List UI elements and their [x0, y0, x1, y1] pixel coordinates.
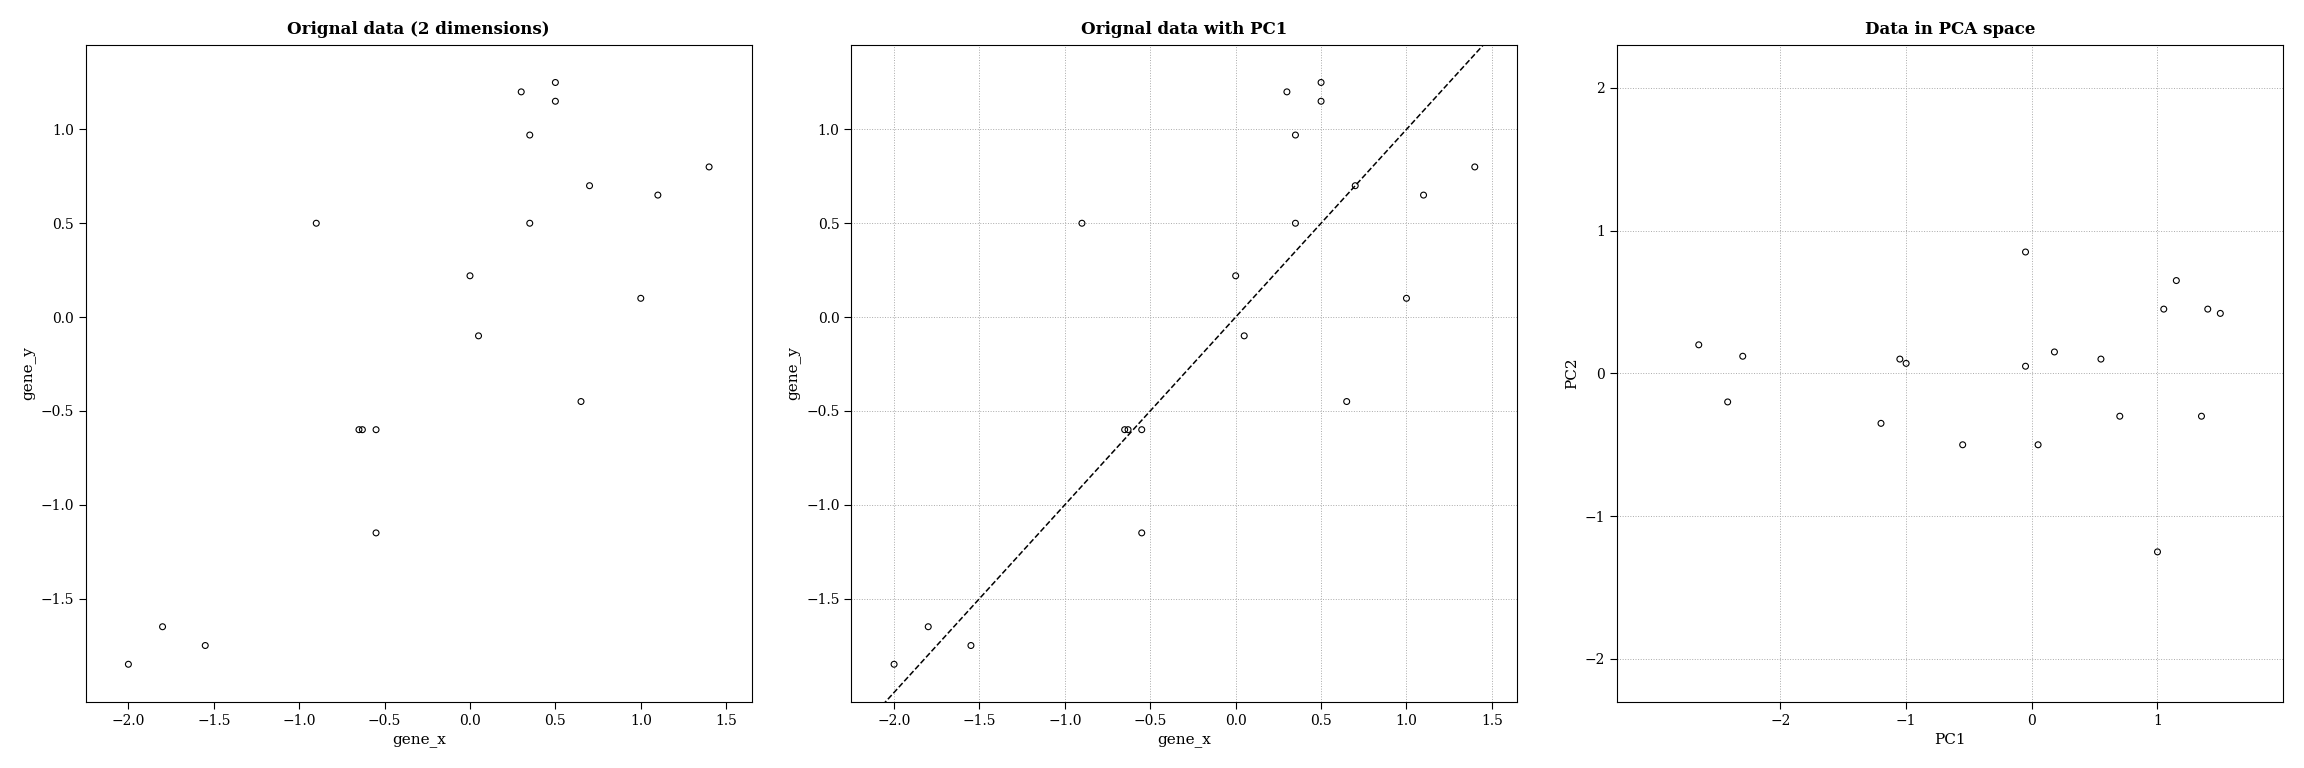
Point: [2145, 303, 2182, 315]
Point: [461, 329, 498, 342]
Point: [537, 76, 574, 88]
Point: [1270, 86, 1306, 98]
Point: [1456, 161, 1493, 173]
Point: [641, 189, 677, 201]
Point: [145, 621, 182, 633]
Point: [1124, 527, 1161, 539]
Point: [502, 86, 539, 98]
Point: [622, 292, 659, 304]
Point: [952, 639, 988, 651]
X-axis label: PC1: PC1: [1935, 733, 1965, 747]
Point: [1405, 189, 1442, 201]
Point: [1302, 95, 1339, 108]
Point: [511, 217, 548, 230]
Point: [876, 658, 912, 670]
Point: [1276, 129, 1313, 141]
Point: [691, 161, 728, 173]
Point: [2007, 246, 2044, 258]
Point: [2037, 346, 2074, 358]
Point: [2083, 353, 2120, 366]
X-axis label: gene_x: gene_x: [1157, 733, 1212, 747]
Point: [187, 639, 223, 651]
Point: [297, 217, 334, 230]
Point: [452, 270, 488, 282]
Point: [1217, 270, 1253, 282]
Title: Data in PCA space: Data in PCA space: [1864, 21, 2034, 38]
Y-axis label: gene_y: gene_y: [786, 346, 799, 400]
Point: [357, 527, 394, 539]
Y-axis label: gene_y: gene_y: [21, 346, 35, 400]
Point: [537, 95, 574, 108]
Point: [910, 621, 947, 633]
Point: [1336, 180, 1373, 192]
Point: [1882, 353, 1919, 366]
Point: [571, 180, 608, 192]
Point: [1302, 76, 1339, 88]
Point: [2184, 410, 2221, 422]
Y-axis label: PC2: PC2: [1564, 358, 1578, 389]
Point: [1945, 439, 1981, 451]
Point: [1111, 423, 1147, 435]
Title: Orignal data with PC1: Orignal data with PC1: [1081, 21, 1288, 38]
Point: [2189, 303, 2226, 315]
Point: [2203, 307, 2239, 319]
Point: [2101, 410, 2138, 422]
Point: [1124, 423, 1161, 435]
Point: [1862, 417, 1898, 429]
Point: [562, 396, 599, 408]
Point: [343, 423, 380, 435]
Title: Orignal data (2 dimensions): Orignal data (2 dimensions): [288, 21, 551, 38]
Point: [2138, 546, 2175, 558]
Point: [1064, 217, 1101, 230]
Point: [2021, 439, 2057, 451]
Point: [511, 129, 548, 141]
Point: [2007, 360, 2044, 372]
Point: [1387, 292, 1424, 304]
Point: [341, 423, 378, 435]
Point: [1710, 396, 1746, 408]
Point: [1106, 423, 1143, 435]
Point: [1276, 217, 1313, 230]
X-axis label: gene_x: gene_x: [392, 733, 445, 747]
Point: [1327, 396, 1364, 408]
Point: [357, 423, 394, 435]
Point: [1723, 350, 1760, 362]
Point: [1887, 357, 1924, 369]
Point: [111, 658, 147, 670]
Point: [1226, 329, 1263, 342]
Point: [1680, 339, 1716, 351]
Point: [2159, 274, 2196, 286]
